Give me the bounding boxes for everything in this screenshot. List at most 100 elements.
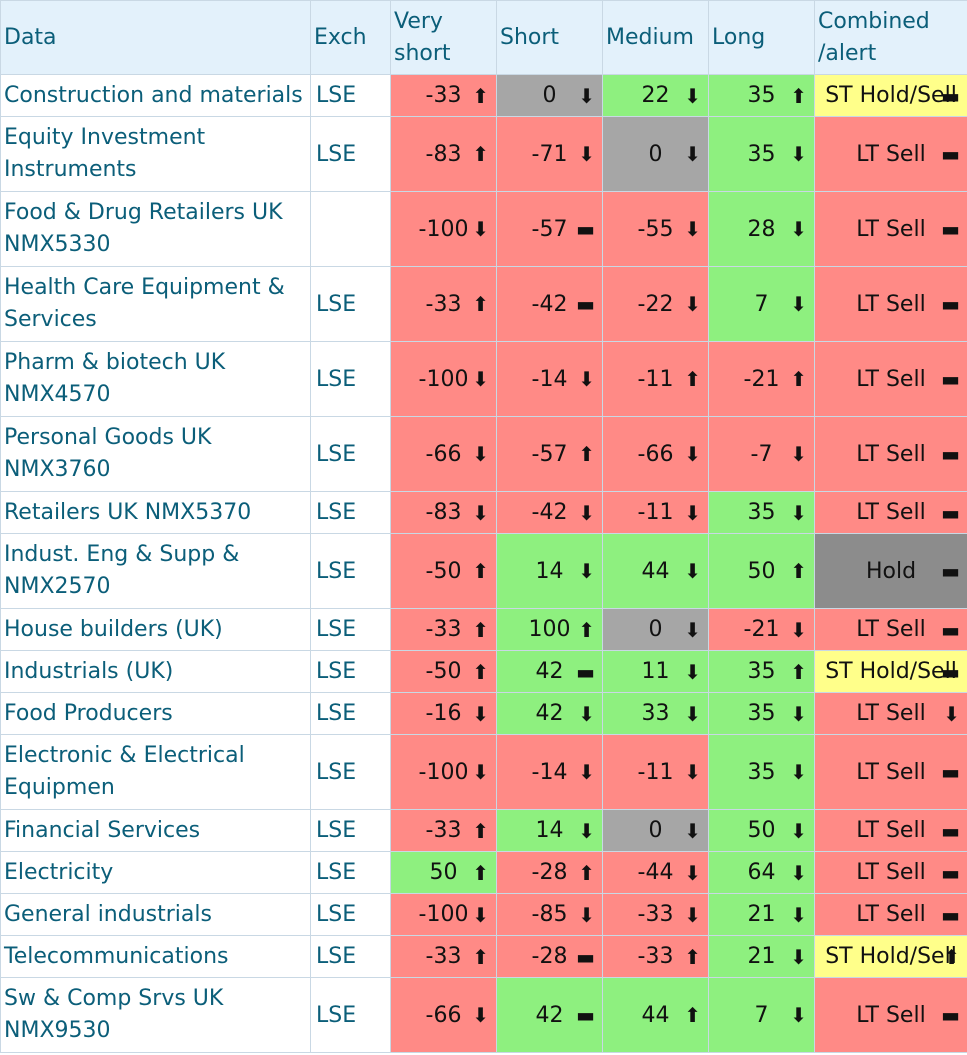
very-short-cell: -66 ⬇ xyxy=(390,416,497,492)
long-cell: -7 ⬇ xyxy=(708,416,815,492)
arrow-flat-icon: ▬ xyxy=(941,217,960,241)
short-cell: -28 ⬆ xyxy=(496,851,603,894)
arrow-down-icon: ⬇ xyxy=(790,142,807,166)
short-cell: -42 ▬ xyxy=(496,266,603,342)
combined-alert-cell-value: LT Sell xyxy=(856,500,926,525)
table-row: Equity Investment Instruments LSE -83 ⬆ -71 ⬇… xyxy=(0,116,967,192)
combined-alert-cell: LT Sell ▬ xyxy=(814,608,967,651)
arrow-flat-icon: ▬ xyxy=(941,500,960,525)
medium-cell: 0 ⬇ xyxy=(602,116,709,192)
very-short-cell: -100 ⬇ xyxy=(390,341,497,417)
arrow-down-icon: ⬇ xyxy=(684,217,701,241)
short-cell: 14 ⬇ xyxy=(496,533,603,609)
very-short-cell: -100 ⬇ xyxy=(390,893,497,936)
short-cell-value: 42 xyxy=(535,1002,564,1028)
very-short-cell-value: 50 xyxy=(429,860,458,885)
long-cell-value: 35 xyxy=(747,659,776,684)
short-cell: 0 ⬇ xyxy=(496,74,603,117)
long-cell-value: 35 xyxy=(747,759,776,785)
arrow-down-icon: ⬇ xyxy=(684,292,701,316)
combined-alert-cell: LT Sell ▬ xyxy=(814,491,967,534)
row-exch: LSE xyxy=(310,341,391,417)
short-cell: 42 ⬇ xyxy=(496,692,603,735)
long-cell-value: 50 xyxy=(747,558,776,584)
combined-alert-cell: ST Hold/Sell ⬆ xyxy=(814,935,967,978)
short-cell-value: -57 xyxy=(531,216,568,242)
long-cell-value: 35 xyxy=(747,141,776,167)
very-short-cell-value: -83 xyxy=(425,141,462,167)
long-cell-value: -21 xyxy=(743,617,780,642)
medium-cell: -44 ⬇ xyxy=(602,851,709,894)
long-cell-value: 35 xyxy=(747,500,776,525)
combined-alert-cell-value: LT Sell xyxy=(856,291,926,317)
short-cell-value: 42 xyxy=(535,701,564,726)
arrow-up-icon: ⬆ xyxy=(472,292,489,316)
very-short-cell: -33 ⬆ xyxy=(390,935,497,978)
long-cell: 50 ⬇ xyxy=(708,809,815,852)
medium-cell-value: 33 xyxy=(641,701,670,726)
arrow-down-icon: ⬇ xyxy=(472,1003,489,1027)
row-name: Equity Investment Instruments xyxy=(0,116,311,192)
arrow-down-icon: ⬇ xyxy=(684,500,701,525)
short-cell: -57 ⬆ xyxy=(496,416,603,492)
table-row: Pharm & biotech UK NMX4570 LSE -100 ⬇ -14 ⬇ -1… xyxy=(0,341,967,417)
combined-alert-cell-value: LT Sell xyxy=(856,216,926,242)
row-exch: LSE xyxy=(310,416,391,492)
medium-cell: 44 ⬇ xyxy=(602,533,709,609)
medium-cell-value: -11 xyxy=(637,759,674,785)
arrow-up-icon: ⬆ xyxy=(790,659,807,684)
arrow-up-icon: ⬆ xyxy=(684,944,701,969)
row-name: Food Producers xyxy=(0,692,311,735)
very-short-cell: -33 ⬆ xyxy=(390,608,497,651)
medium-cell: -11 ⬆ xyxy=(602,341,709,417)
combined-alert-cell-value: LT Sell xyxy=(856,617,926,642)
arrow-flat-icon: ▬ xyxy=(941,292,960,316)
short-cell-value: 42 xyxy=(535,659,564,684)
arrow-down-icon: ⬇ xyxy=(472,217,489,241)
row-exch: LSE xyxy=(310,809,391,852)
row-exch: LSE xyxy=(310,692,391,735)
arrow-up-icon: ⬆ xyxy=(472,818,489,843)
combined-alert-cell: Hold ▬ xyxy=(814,533,967,609)
arrow-up-icon: ⬆ xyxy=(472,944,489,969)
arrow-down-icon: ⬇ xyxy=(943,701,960,726)
very-short-cell: -100 ⬇ xyxy=(390,734,497,810)
combined-alert-cell: LT Sell ▬ xyxy=(814,734,967,810)
arrow-down-icon: ⬇ xyxy=(790,760,807,784)
medium-cell-value: 0 xyxy=(648,141,663,167)
row-exch: LSE xyxy=(310,116,391,192)
arrow-up-icon: ⬆ xyxy=(684,1003,701,1027)
long-cell-value: 50 xyxy=(747,818,776,843)
medium-cell: 44 ⬆ xyxy=(602,977,709,1053)
medium-cell: 0 ⬇ xyxy=(602,608,709,651)
arrow-up-icon: ⬆ xyxy=(472,83,489,108)
very-short-cell-value: -100 xyxy=(418,902,469,927)
arrow-flat-icon: ▬ xyxy=(941,902,960,927)
arrow-up-icon: ⬆ xyxy=(790,559,807,583)
combined-alert-cell-value: ST Hold/Sell xyxy=(825,659,957,684)
table-row: Food Producers LSE -16 ⬇ 42 ⬇ 33 ⬇ 35 ⬇ LT Sell ⬇ xyxy=(0,692,967,735)
arrow-down-icon: ⬇ xyxy=(684,860,701,885)
medium-cell-value: 0 xyxy=(648,818,663,843)
long-cell: 7 ⬇ xyxy=(708,266,815,342)
medium-cell-value: 44 xyxy=(641,1002,670,1028)
very-short-cell-value: -33 xyxy=(425,944,462,969)
short-cell: -14 ⬇ xyxy=(496,341,603,417)
very-short-cell: -66 ⬇ xyxy=(390,977,497,1053)
short-cell: 42 ▬ xyxy=(496,977,603,1053)
short-cell-value: 0 xyxy=(542,83,557,108)
short-cell-value: -28 xyxy=(531,860,568,885)
short-cell-value: 14 xyxy=(535,818,564,843)
short-cell: 42 ▬ xyxy=(496,650,603,693)
row-name: General industrials xyxy=(0,893,311,936)
arrow-down-icon: ⬇ xyxy=(790,818,807,843)
short-cell: -14 ⬇ xyxy=(496,734,603,810)
long-cell: 35 ⬇ xyxy=(708,116,815,192)
table-row: Health Care Equipment & Services LSE -33 ⬆ -… xyxy=(0,266,967,342)
combined-alert-cell-value: LT Sell xyxy=(856,141,926,167)
row-exch: LSE xyxy=(310,893,391,936)
table-row: Electronic & Electrical Equipmen LSE -100 ⬇… xyxy=(0,734,967,810)
table-row: Industrials (UK) LSE -50 ⬆ 42 ▬ 11 ⬇ 35 ⬆ ST Hold/… xyxy=(0,650,967,693)
arrow-flat-icon: ▬ xyxy=(576,944,595,969)
combined-alert-cell: LT Sell ⬇ xyxy=(814,692,967,735)
